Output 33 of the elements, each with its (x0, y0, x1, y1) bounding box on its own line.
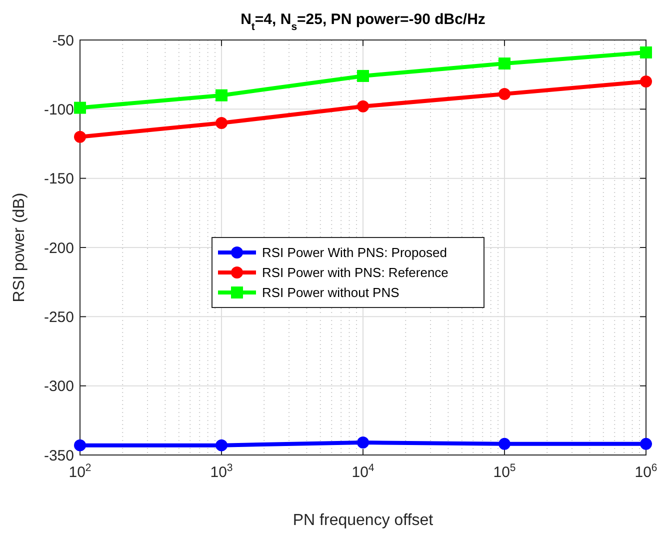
y-axis-title: RSI power (dB) (11, 192, 28, 302)
point (498, 58, 510, 70)
x-axis-title: PN frequency offset (292, 512, 434, 529)
y-tick-label: -150 (44, 170, 74, 188)
y-tick-label: -50 (52, 32, 74, 50)
x-tick-label: 10$^{5}$ (493, 462, 516, 481)
point (74, 102, 86, 114)
point (357, 70, 369, 82)
y-tick-label: -300 (44, 378, 74, 396)
x-tick-label: 10$^{4}$ (352, 462, 374, 481)
point (357, 436, 369, 449)
legend-label: RSI Power With PNS: Proposed (262, 245, 447, 260)
point (640, 438, 652, 450)
x-tick-label: 10$^{2}$ (68, 462, 92, 481)
x-tick-label: 10$^{3}$ (210, 462, 233, 481)
point (216, 439, 228, 452)
point (640, 46, 652, 58)
y-tick-label: -200 (44, 240, 74, 257)
chart-title: N$_{t}$=4, N$_{s}$=25, PN power=-90 dBc/Hz (240, 11, 486, 33)
legend-label: RSI Power with PNS: Reference (262, 265, 448, 280)
point (74, 439, 86, 452)
point (216, 117, 228, 129)
point (216, 89, 228, 102)
point (498, 438, 510, 450)
point (74, 130, 86, 143)
y-tick-label: -250 (44, 308, 74, 326)
x-tick-label: 10$^{6}$ (634, 462, 658, 481)
point (357, 100, 369, 112)
point (640, 76, 652, 88)
legend-label: RSI Power without PNS (262, 285, 400, 300)
y-tick-label: -100 (44, 101, 74, 118)
y-tick-label: -350 (44, 447, 74, 464)
point (498, 88, 510, 100)
